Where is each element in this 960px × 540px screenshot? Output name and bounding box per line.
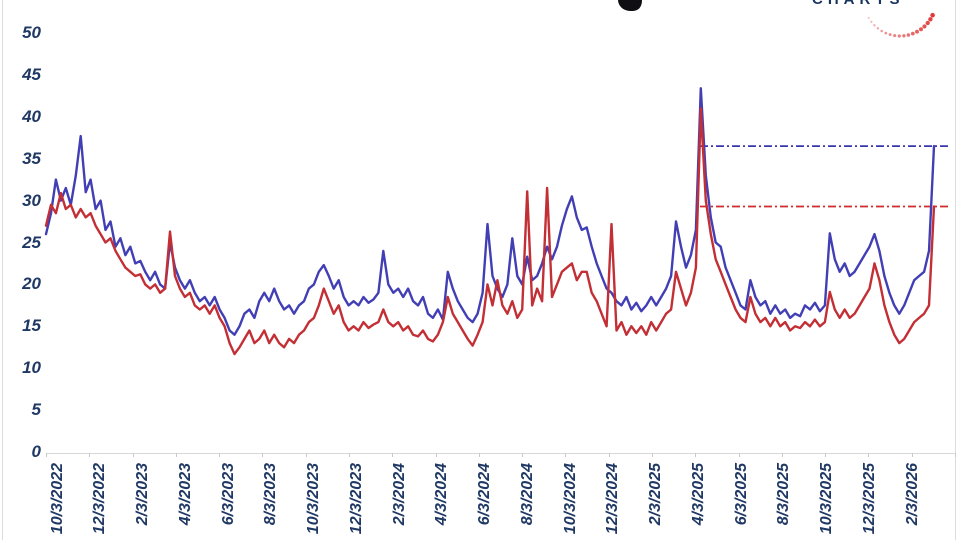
logo-arc-dot xyxy=(919,27,923,32)
x-axis-tick-label: 4/3/2023 xyxy=(176,463,194,526)
x-axis-tick xyxy=(305,453,307,457)
title-descender-fragment xyxy=(618,0,642,12)
x-axis-tick xyxy=(608,453,610,457)
y-axis-tick-label: 5 xyxy=(31,400,41,420)
x-axis-tick xyxy=(392,453,394,457)
logo-arc-dot xyxy=(906,33,911,37)
logo-arc-dot xyxy=(880,29,884,33)
series-blue-line xyxy=(44,87,936,336)
logo-arc-dot xyxy=(870,20,873,23)
logo-arc-dot xyxy=(902,34,906,38)
x-axis-tick xyxy=(911,453,913,457)
y-axis-tick-label: 35 xyxy=(22,148,41,168)
x-axis-tick xyxy=(652,453,653,457)
x-axis-tick-label: 10/3/2022 xyxy=(48,463,66,535)
logo-arc-dot xyxy=(893,34,897,38)
logo-arc-dot xyxy=(910,31,915,36)
x-axis-tick-label: 8/3/2024 xyxy=(518,463,536,526)
logo-arc-dot xyxy=(925,20,930,26)
x-axis-line xyxy=(46,453,955,454)
logo-arc-dot xyxy=(867,17,870,19)
y-axis-tick-label: 15 xyxy=(22,316,41,336)
x-axis-tick xyxy=(175,453,177,457)
logo-dotted-arc-icon xyxy=(867,12,935,38)
x-axis-tick-label: 12/3/2023 xyxy=(347,463,365,535)
logo-arc-dot xyxy=(873,24,876,27)
y-axis-tick-label: 50 xyxy=(22,23,41,42)
y-axis-tick-label: 30 xyxy=(22,190,41,210)
y-axis-tick-label: 10 xyxy=(22,358,41,378)
x-axis-tick xyxy=(435,453,437,457)
x-axis-tick-label: 6/3/2025 xyxy=(732,463,750,526)
x-axis-tick-label: 8/3/2023 xyxy=(262,463,280,526)
series-red-line xyxy=(44,107,936,356)
x-axis-tick-label: 12/3/2022 xyxy=(91,463,109,535)
logo-arc-dot xyxy=(922,24,927,29)
x-axis-tick-label: 4/3/2024 xyxy=(433,463,451,526)
chart-left-border xyxy=(2,0,3,540)
y-axis-tick-label: 20 xyxy=(22,274,41,294)
x-axis-tick-label: 8/3/2025 xyxy=(775,463,793,526)
x-axis-tick-label: 10/3/2025 xyxy=(818,463,835,535)
x-axis-tick xyxy=(349,453,350,457)
x-axis-tick xyxy=(695,453,697,457)
logo-arc-dot xyxy=(876,27,880,30)
logo-arc-dot xyxy=(930,12,935,18)
x-axis-tick xyxy=(522,453,524,457)
x-axis-tick xyxy=(89,453,91,457)
chart-right-border xyxy=(955,0,956,540)
x-axis-tick-label: 2/3/2023 xyxy=(134,463,151,526)
x-axis-tick xyxy=(132,453,134,457)
x-axis-tick-label: 6/3/2024 xyxy=(476,463,493,526)
x-axis-tick-label: 2/3/2024 xyxy=(390,463,408,526)
x-axis-tick xyxy=(825,453,827,457)
x-axis-tick xyxy=(738,453,740,457)
logo-arc-dot xyxy=(915,29,919,34)
logo-arc-dot xyxy=(888,33,892,37)
x-axis-tick xyxy=(262,453,264,457)
x-axis-tick-label: 12/3/2025 xyxy=(860,463,878,535)
x-axis-tick-label: 12/3/2024 xyxy=(604,463,622,535)
x-axis-tick-label: 10/3/2024 xyxy=(561,463,579,535)
x-axis-tick xyxy=(46,453,47,457)
logo-text: CHARTS xyxy=(812,0,905,8)
x-axis-tick xyxy=(781,453,783,457)
logo-arc-dot xyxy=(897,34,901,38)
x-axis-tick xyxy=(478,453,480,457)
x-axis-tick-label: 2/3/2026 xyxy=(903,463,921,526)
x-axis-tick-label: 6/3/2023 xyxy=(219,463,237,526)
x-axis-tick xyxy=(219,453,221,457)
y-axis-tick-label: 40 xyxy=(22,106,41,126)
logo-arc-dot xyxy=(884,31,888,35)
x-axis-tick xyxy=(868,453,870,457)
y-axis-tick-label: 45 xyxy=(22,64,41,84)
x-axis-tick-label: 2/3/2025 xyxy=(647,463,664,526)
x-axis-tick-label: 10/3/2023 xyxy=(305,463,322,535)
y-axis-tick-label: 0 xyxy=(31,442,41,461)
x-axis-tick-label: 4/3/2025 xyxy=(689,463,707,526)
y-axis-tick-label: 25 xyxy=(22,232,41,252)
x-axis-tick xyxy=(565,453,567,457)
logo-arc-dot xyxy=(928,17,933,22)
x-axis-tick xyxy=(955,453,956,457)
